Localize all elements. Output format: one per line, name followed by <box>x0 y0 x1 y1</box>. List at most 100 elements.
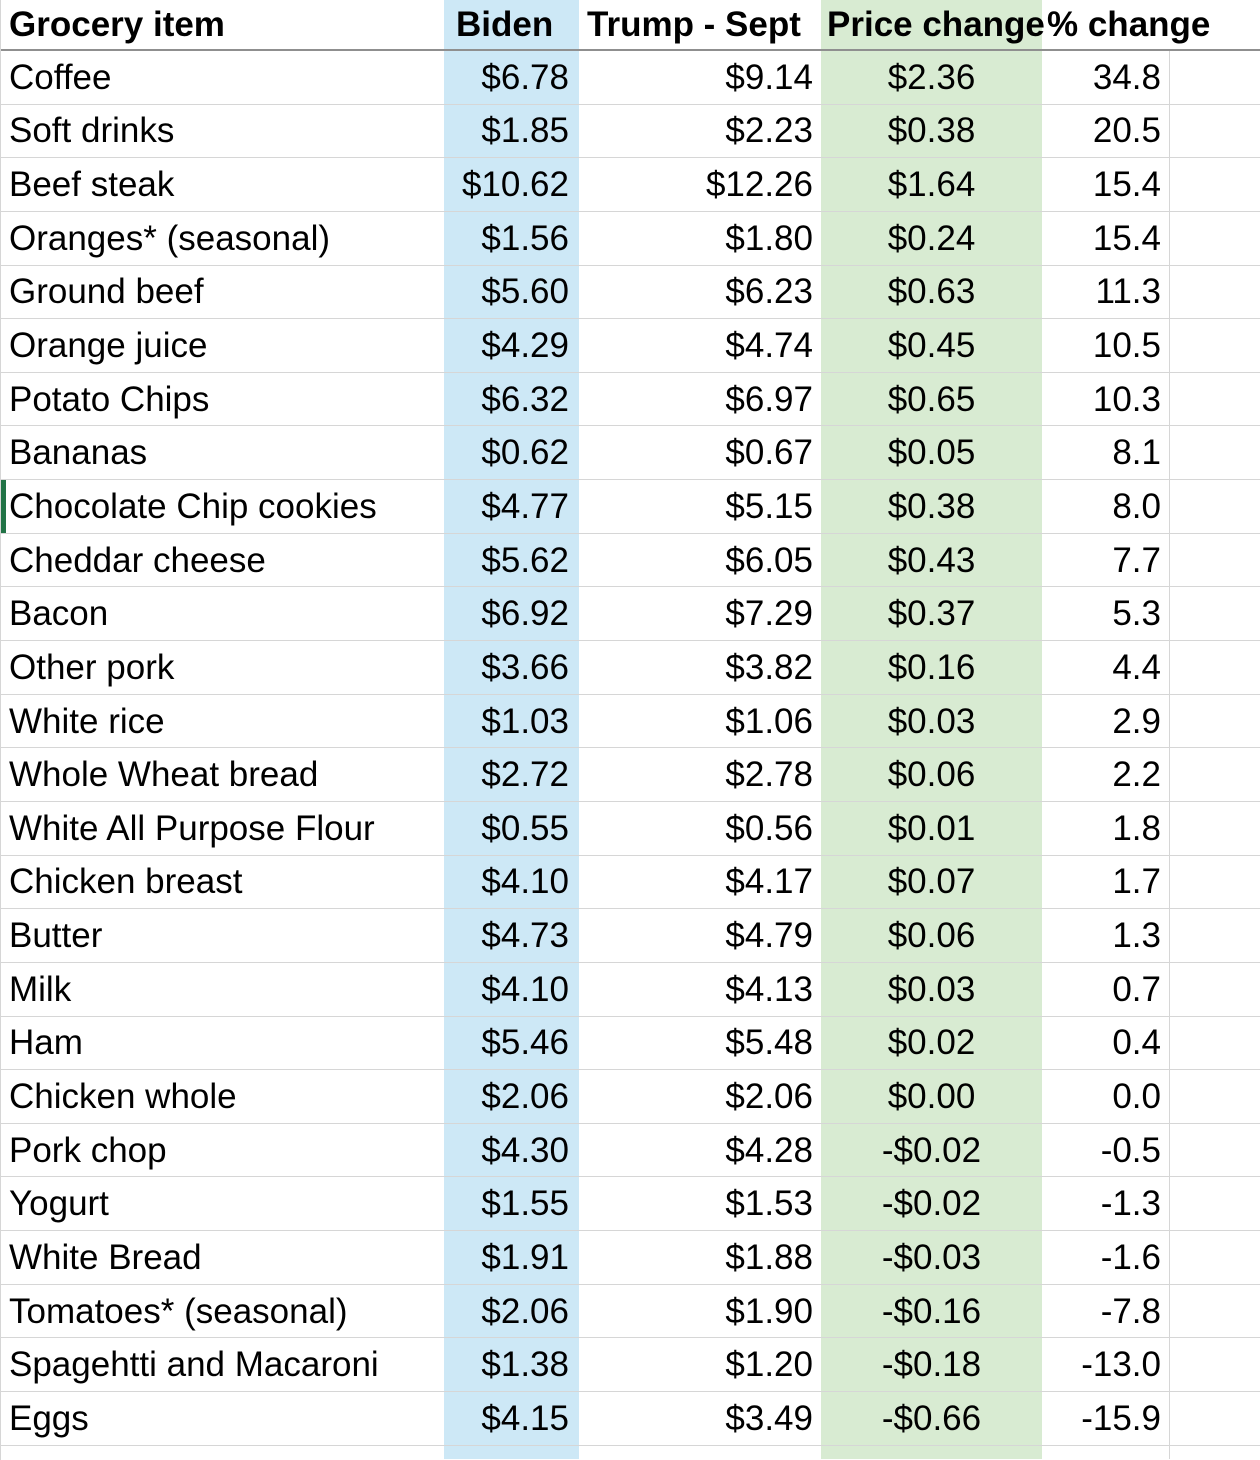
cell-trump-price[interactable]: $2.23 <box>725 111 813 151</box>
cell-price-change[interactable]: $0.24 <box>821 211 1042 265</box>
cell-biden-price[interactable]: $5.62 <box>444 533 579 587</box>
cell-price-change[interactable]: $0.43 <box>821 533 1042 587</box>
cell-grocery-item[interactable]: Potato Chips <box>9 379 210 419</box>
cell-grocery-item[interactable]: Soft drinks <box>9 111 175 151</box>
cell-pct-change[interactable]: -15.9 <box>1042 1392 1170 1445</box>
cell-price-change[interactable]: $1.64 <box>821 158 1042 211</box>
column-header-empty[interactable] <box>1170 0 1260 49</box>
cell-price-change[interactable]: $0.45 <box>821 319 1042 372</box>
cell-price-change[interactable]: $0.63 <box>821 265 1042 319</box>
cell-empty[interactable] <box>1170 909 1260 962</box>
cell-trump-price[interactable]: $7.29 <box>725 594 813 634</box>
cell-grocery-item[interactable]: Spagehtti and Macaroni <box>9 1345 379 1385</box>
cell-grocery-item[interactable]: Chocolate Chip cookies <box>9 486 377 526</box>
cell-trump-price[interactable]: $12.26 <box>705 165 813 205</box>
cell-trump-price[interactable]: $1.88 <box>725 1237 813 1277</box>
cell-pct-change[interactable]: 4.4 <box>1042 641 1170 694</box>
cell-pct-change[interactable]: 20.5 <box>1042 104 1170 158</box>
cell-biden-price[interactable]: $4.10 <box>444 855 579 909</box>
cell-pct-change[interactable]: 8.1 <box>1042 426 1170 480</box>
cell-pct-change[interactable]: 2.9 <box>1042 694 1170 748</box>
cell-trump-price[interactable]: $0.56 <box>725 808 813 848</box>
cell-empty[interactable] <box>1170 587 1260 640</box>
cell-empty[interactable] <box>1170 1177 1260 1230</box>
cell-pct-change[interactable]: 8.0 <box>1042 480 1170 533</box>
cell-trump-price[interactable]: $4.74 <box>725 326 813 366</box>
cell-pct-change[interactable]: 5.3 <box>1042 587 1170 641</box>
cell-biden-price[interactable]: $1.56 <box>444 211 579 265</box>
cell-grocery-item[interactable]: Coffee <box>9 57 112 97</box>
cell-trump-price[interactable]: $6.97 <box>725 379 813 419</box>
cell-pct-change[interactable]: 15.4 <box>1042 158 1170 211</box>
cell-price-change[interactable]: $0.38 <box>821 480 1042 533</box>
cell-biden-price[interactable]: $1.38 <box>444 1338 579 1392</box>
cell-pct-change[interactable]: 1.8 <box>1042 801 1170 855</box>
cell-empty[interactable] <box>1170 1017 1260 1070</box>
cell-trump-price[interactable]: $4.79 <box>725 916 813 956</box>
cell-biden-price[interactable]: $2.06 <box>444 1070 579 1123</box>
cell-trump-price[interactable]: $2.06 <box>725 1076 813 1116</box>
cell-biden-price[interactable]: $4.15 <box>444 1392 579 1445</box>
cell-trump-price[interactable]: $0.67 <box>725 433 813 473</box>
cell-price-change[interactable]: $0.03 <box>821 962 1042 1016</box>
cell-empty[interactable] <box>1170 856 1260 909</box>
cell-price-change[interactable]: -$0.16 <box>821 1284 1042 1338</box>
cell-pct-change[interactable]: 7.7 <box>1042 533 1170 587</box>
cell-empty[interactable] <box>1170 426 1260 479</box>
cell-biden-price[interactable]: $4.29 <box>444 319 579 372</box>
cell-price-change[interactable]: $0.06 <box>821 748 1042 801</box>
cell-trump-price[interactable]: $6.05 <box>725 540 813 580</box>
cell-empty[interactable] <box>1170 266 1260 319</box>
cell-empty[interactable] <box>1170 158 1260 211</box>
cell-price-change[interactable]: $0.37 <box>821 587 1042 641</box>
cell-trump-price[interactable]: $3.49 <box>725 1398 813 1438</box>
cell-empty[interactable] <box>1170 1392 1260 1445</box>
cell-grocery-item[interactable]: Oranges* (seasonal) <box>9 218 330 258</box>
cell-pct-change[interactable]: 0.7 <box>1042 962 1170 1016</box>
cell-empty[interactable] <box>1170 319 1260 372</box>
cell-biden-price[interactable]: $4.10 <box>444 962 579 1016</box>
cell-biden-price[interactable]: $3.66 <box>444 641 579 694</box>
cell-biden-price[interactable]: $6.92 <box>444 587 579 641</box>
cell-pct-change[interactable]: -0.5 <box>1042 1123 1170 1177</box>
cell-grocery-item[interactable]: Ham <box>9 1023 83 1063</box>
cell-empty[interactable] <box>1170 1231 1260 1284</box>
cell-trump-price[interactable]: $1.90 <box>725 1291 813 1331</box>
cell-grocery-item[interactable]: Chicken breast <box>9 862 243 902</box>
cell-grocery-item[interactable]: Milk <box>9 969 72 1009</box>
cell-trump-price[interactable]: $1.80 <box>725 218 813 258</box>
cell-price-change[interactable]: $0.03 <box>821 694 1042 748</box>
cell-price-change[interactable]: $0.02 <box>821 1016 1042 1070</box>
cell-biden-price[interactable]: $2.06 <box>444 1284 579 1338</box>
cell-empty[interactable] <box>1170 1070 1260 1123</box>
cell-biden-price[interactable]: $6.32 <box>444 372 579 426</box>
cell-pct-change[interactable]: 1.3 <box>1042 909 1170 962</box>
cell-trump-price[interactable]: $5.15 <box>725 486 813 526</box>
cell-biden-price[interactable]: $2.72 <box>444 748 579 801</box>
cell-pct-change[interactable]: -13.0 <box>1042 1338 1170 1392</box>
cell-trump-price[interactable]: $9.14 <box>725 57 813 97</box>
cell-pct-change[interactable]: 10.5 <box>1042 319 1170 372</box>
cell-trump-price[interactable]: $4.17 <box>725 862 813 902</box>
cell-empty[interactable] <box>1170 748 1260 801</box>
cell-price-change[interactable]: $0.07 <box>821 855 1042 909</box>
cell-biden-price[interactable]: $4.30 <box>444 1123 579 1177</box>
cell-biden-price[interactable]: $0.62 <box>444 426 579 480</box>
cell-trump-price[interactable]: $6.23 <box>725 272 813 312</box>
cell-empty[interactable] <box>1170 963 1260 1016</box>
cell-price-change[interactable]: $0.16 <box>821 641 1042 694</box>
cell-price-change[interactable]: -$0.66 <box>821 1392 1042 1445</box>
cell-empty[interactable] <box>1170 480 1260 533</box>
cell-pct-change[interactable]: 11.3 <box>1042 265 1170 319</box>
cell-empty[interactable] <box>1170 373 1260 426</box>
cell-trump-price[interactable]: $4.13 <box>725 969 813 1009</box>
cell-grocery-item[interactable]: Bananas <box>9 433 148 473</box>
cell-biden-price[interactable]: $1.55 <box>444 1177 579 1231</box>
cell-grocery-item[interactable]: Cheddar cheese <box>9 540 266 580</box>
column-header-biden[interactable]: Biden <box>444 0 579 49</box>
column-header-price-change[interactable]: Price change <box>821 0 1045 49</box>
cell-pct-change[interactable]: 34.8 <box>1042 51 1170 104</box>
column-header-pct-change[interactable]: % change <box>1047 5 1211 44</box>
cell-grocery-item[interactable]: Ground beef <box>9 272 204 312</box>
cell-biden-price[interactable]: $5.60 <box>444 265 579 319</box>
